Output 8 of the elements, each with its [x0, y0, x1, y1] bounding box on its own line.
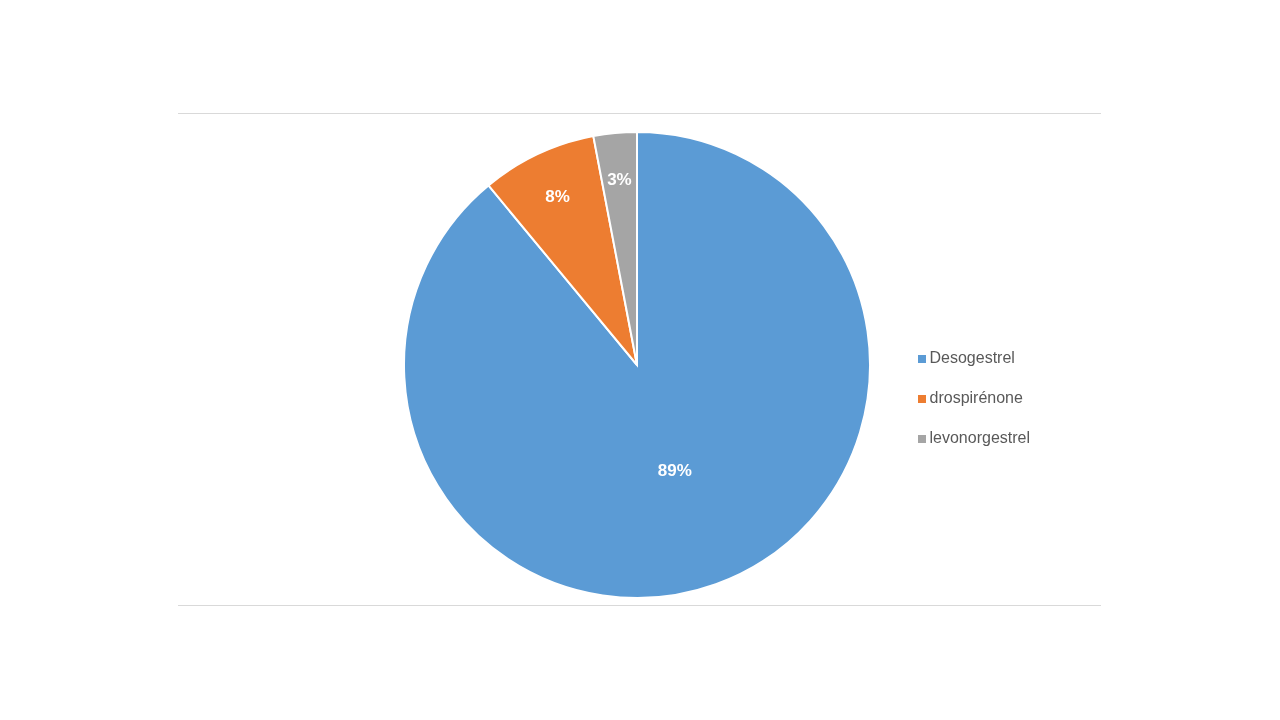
pie-slice [487, 135, 638, 366]
legend-label: levonorgestrel [929, 429, 1030, 446]
legend-label: Desogestrel [929, 349, 1015, 366]
pie-slice [403, 131, 871, 599]
legend-label: drospirénone [929, 389, 1023, 406]
data-label: 8% [545, 186, 570, 206]
data-label: 89% [657, 460, 692, 480]
data-label: 3% [607, 169, 632, 189]
